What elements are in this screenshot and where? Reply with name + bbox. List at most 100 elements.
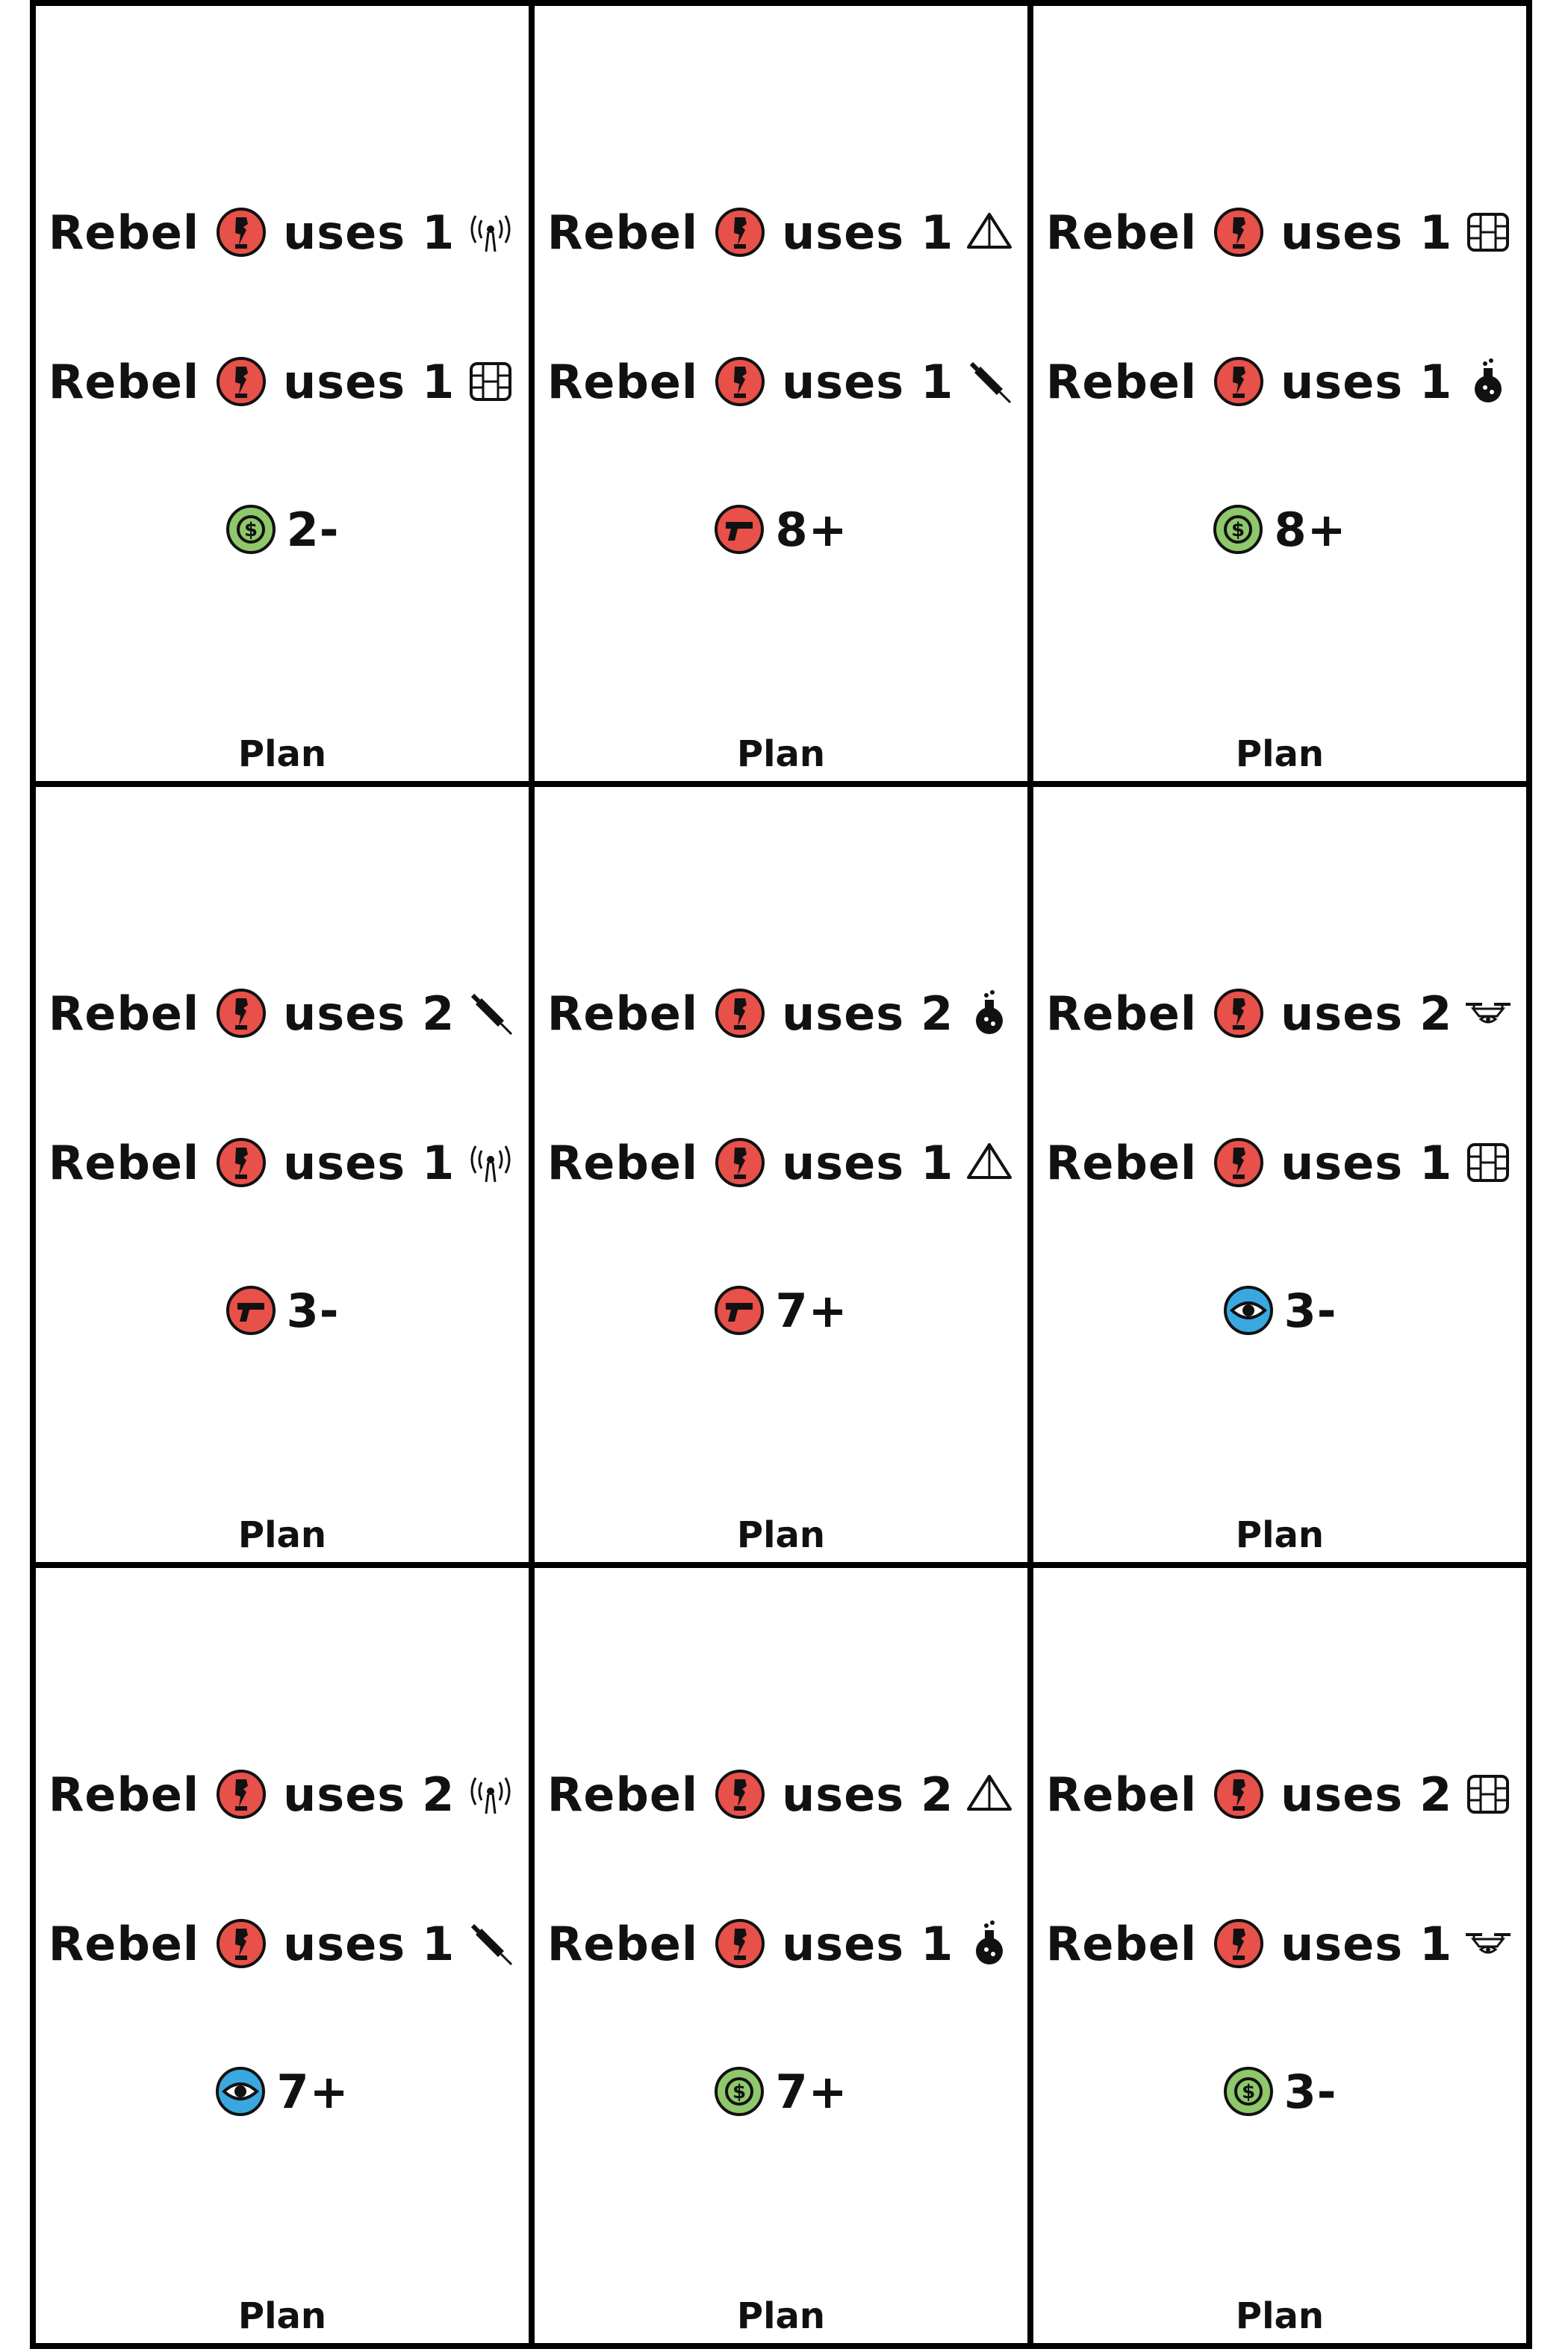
plan-card[interactable]: Rebel uses 2 Rebel uses 1 $3- Plan	[1027, 1562, 1532, 2349]
uses-word: uses	[782, 1916, 905, 1971]
rebel-word: Rebel	[547, 1767, 699, 1822]
sim-chip-icon	[1467, 1775, 1510, 1814]
check-line: $2-	[36, 496, 529, 563]
requirement-line: Rebel uses 2	[535, 1761, 1027, 1828]
check-value: 3-	[1284, 2064, 1337, 2119]
rebel-word: Rebel	[1045, 1135, 1198, 1190]
requirement-line: Rebel uses 1	[36, 348, 529, 415]
uses-word: uses	[1281, 1767, 1404, 1822]
uses-word: uses	[1281, 986, 1404, 1041]
resource-count: 1	[921, 1916, 954, 1971]
plan-card[interactable]: Rebel uses 2 Rebel uses 1 $7+ Plan	[529, 1562, 1033, 2349]
potion-flask-icon	[976, 1920, 1004, 1964]
rebel-fist-icon	[1214, 208, 1264, 257]
rebel-fist-icon	[1214, 989, 1264, 1038]
resource-count: 2	[422, 986, 455, 1041]
resource-count: 1	[921, 1135, 954, 1190]
rebel-fist-icon	[1214, 1770, 1264, 1819]
plan-card[interactable]: Rebel uses 2 Rebel uses 1 7+ Plan	[529, 781, 1033, 1568]
plan-card[interactable]: Rebel uses 1 Rebel uses 1 $2- Plan	[30, 0, 535, 787]
resource-count: 2	[921, 1767, 954, 1822]
plan-card[interactable]: Rebel uses 1 Rebel uses 1 8+ Plan	[529, 0, 1033, 787]
resource-count: 1	[1419, 1135, 1453, 1190]
drone-icon	[1466, 1003, 1511, 1024]
requirement-line: Rebel uses 1	[535, 1129, 1027, 1196]
radio-tower-icon	[470, 1145, 511, 1183]
rebel-fist-icon	[217, 989, 267, 1038]
rebel-word: Rebel	[1045, 205, 1198, 260]
svg-text:$: $	[1231, 519, 1245, 541]
radio-tower-icon	[470, 215, 511, 252]
resource-count: 1	[921, 205, 954, 260]
uses-word: uses	[782, 1135, 905, 1190]
check-value: 3-	[1284, 1283, 1337, 1338]
resource-count: 1	[422, 205, 455, 260]
svg-text:$: $	[732, 2081, 746, 2103]
requirement-line: Rebel uses 1	[36, 1910, 529, 1977]
check-value: 7+	[775, 2064, 848, 2119]
check-line: $8+	[1033, 496, 1526, 563]
svg-text:$: $	[244, 519, 258, 541]
plan-card[interactable]: Rebel uses 2 Rebel uses 1 3- Plan	[30, 781, 535, 1568]
card-footer-label: Plan	[1235, 2295, 1325, 2337]
check-value: 7+	[775, 1283, 848, 1338]
rebel-fist-icon	[1214, 357, 1264, 406]
rebel-word: Rebel	[547, 1916, 699, 1971]
gun-icon	[715, 1286, 765, 1335]
plan-card[interactable]: Rebel uses 2 Rebel uses 1 7+ Plan	[30, 1562, 535, 2349]
rebel-fist-icon	[217, 1919, 267, 1968]
resource-count: 2	[1419, 986, 1453, 1041]
rebel-word: Rebel	[48, 1767, 200, 1822]
resource-count: 1	[422, 354, 455, 409]
requirement-line: Rebel uses 1	[1033, 1129, 1526, 1196]
requirement-line: Rebel uses 1	[36, 199, 529, 266]
requirement-line: Rebel uses 1	[1033, 1910, 1526, 1977]
pyramid-icon	[967, 213, 1012, 249]
card-footer-label: Plan	[237, 733, 327, 775]
check-value: 3-	[286, 1283, 340, 1338]
plan-card[interactable]: Rebel uses 2 Rebel uses 1 3- Plan	[1027, 781, 1532, 1568]
money-icon: $	[1213, 505, 1263, 554]
svg-text:$: $	[1242, 2081, 1255, 2103]
check-value: 2-	[286, 502, 340, 557]
rebel-word: Rebel	[547, 1135, 699, 1190]
rebel-word: Rebel	[547, 205, 699, 260]
money-icon: $	[1223, 2067, 1273, 2116]
requirement-line: Rebel uses 2	[36, 980, 529, 1047]
money-icon: $	[715, 2067, 765, 2116]
rebel-fist-icon	[715, 1138, 765, 1187]
rebel-fist-icon	[1214, 1919, 1264, 1968]
resource-count: 1	[1419, 1916, 1453, 1971]
check-value: 8+	[1274, 502, 1347, 557]
uses-word: uses	[283, 1767, 406, 1822]
check-value: 7+	[276, 2064, 349, 2119]
sim-chip-icon	[470, 362, 512, 401]
rebel-word: Rebel	[48, 1135, 200, 1190]
requirement-line: Rebel uses 2	[1033, 980, 1526, 1047]
gun-icon	[715, 505, 765, 554]
rebel-fist-icon	[715, 1770, 765, 1819]
card-footer-label: Plan	[237, 1514, 327, 1556]
requirement-line: Rebel uses 1	[535, 199, 1027, 266]
card-footer-label: Plan	[736, 733, 826, 775]
uses-word: uses	[283, 1135, 406, 1190]
plan-card[interactable]: Rebel uses 1 Rebel uses 1 $8+ Plan	[1027, 0, 1532, 787]
uses-word: uses	[283, 354, 406, 409]
syringe-icon	[471, 993, 513, 1036]
check-line: 7+	[535, 1277, 1027, 1344]
rebel-word: Rebel	[48, 354, 200, 409]
requirement-line: Rebel uses 2	[535, 980, 1027, 1047]
card-sheet: Rebel uses 1 Rebel uses 1 $2- Plan Rebel uses 1 Reb…	[30, 0, 1532, 2349]
drone-icon	[1466, 1933, 1511, 1954]
card-footer-label: Plan	[237, 2295, 327, 2337]
uses-word: uses	[782, 205, 905, 260]
rebel-fist-icon	[1214, 1138, 1264, 1187]
requirement-line: Rebel uses 1	[535, 1910, 1027, 1977]
requirement-line: Rebel uses 1	[535, 348, 1027, 415]
uses-word: uses	[283, 205, 406, 260]
check-line: 7+	[36, 2058, 529, 2125]
resource-count: 2	[921, 986, 954, 1041]
sim-chip-icon	[1467, 1143, 1510, 1182]
resource-count: 2	[422, 1767, 455, 1822]
check-line: $3-	[1033, 2058, 1526, 2125]
